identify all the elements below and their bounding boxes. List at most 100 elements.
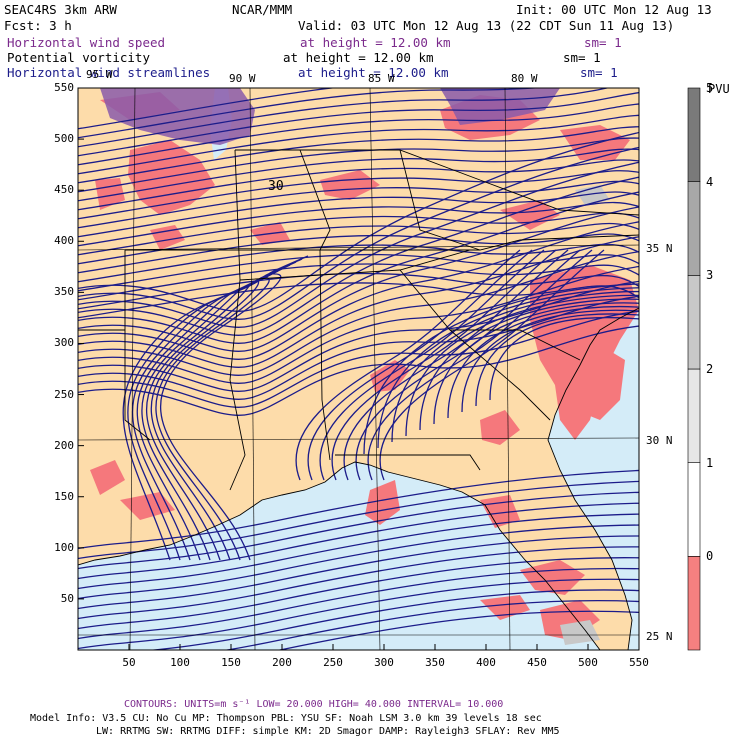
colorbar-level-label: 4 — [706, 174, 714, 189]
streamline — [391, 291, 639, 443]
x-tick-label: 300 — [374, 656, 394, 669]
streamline — [78, 272, 639, 310]
streamline — [475, 313, 639, 407]
field-pv-height: at height = 12.00 km — [283, 50, 434, 65]
y-tick-label: 100 — [54, 540, 74, 554]
streamline — [78, 502, 639, 580]
streamline — [78, 114, 639, 175]
streamline — [377, 287, 639, 449]
lon-label-85w: 85 W — [368, 72, 395, 85]
streamline — [78, 557, 639, 630]
x-tick-label: 250 — [323, 656, 343, 669]
lon-label-90w: 90 W — [229, 72, 256, 85]
streamline — [78, 295, 639, 400]
colorbar-segment — [687, 181, 701, 276]
contour-label: 30 — [268, 179, 284, 194]
colorbar-level-label: 5 — [706, 81, 714, 95]
field-pv-sm: sm= 1 — [563, 50, 601, 65]
field-wind-speed-name: Horizontal wind speed — [7, 35, 166, 50]
streamline — [78, 206, 639, 352]
streamline — [78, 469, 639, 550]
streamline — [78, 310, 639, 408]
streamline — [78, 91, 639, 157]
streamline — [307, 249, 533, 481]
model-title: SEAC4RS 3km ARW — [4, 2, 117, 17]
streamline — [78, 546, 639, 620]
streamline — [145, 264, 291, 561]
y-tick-label: 400 — [54, 234, 74, 248]
model-info-line1: Model Info: V3.5 CU: No Cu MP: Thompson … — [30, 713, 542, 724]
y-tick-label: 500 — [54, 132, 74, 146]
streamline — [78, 201, 639, 247]
streamline — [223, 599, 639, 650]
streamline — [379, 249, 605, 481]
streamline — [155, 258, 303, 561]
org-label: NCAR/MMM — [232, 2, 293, 17]
x-tick-label: 550 — [629, 656, 649, 669]
streamline — [78, 88, 610, 148]
y-tick-label: 450 — [54, 183, 74, 197]
streamline — [78, 212, 639, 256]
field-streamlines-name: Horizontal wind streamlines — [7, 65, 211, 80]
streamline — [367, 249, 593, 481]
forecast-hour: Fcst: 3 h — [4, 18, 72, 33]
streamline — [295, 249, 521, 481]
streamline — [78, 159, 639, 211]
streamline — [331, 249, 557, 481]
streamline — [78, 146, 639, 320]
streamline — [78, 131, 639, 312]
field-wind-speed-sm: sm= 1 — [584, 35, 622, 50]
streamline — [78, 88, 337, 130]
streamline — [78, 282, 639, 319]
streamline — [355, 249, 581, 481]
streamline — [363, 283, 639, 455]
streamline — [319, 249, 545, 481]
streamline — [78, 137, 639, 193]
colorbar-level-label: 3 — [706, 268, 714, 283]
colorbar-level-label: 1 — [706, 455, 714, 470]
x-tick-label: 200 — [272, 656, 292, 669]
colorbar-level-label: 2 — [706, 362, 714, 376]
lon-label-80w: 80 W — [511, 72, 538, 85]
colorbar-segment — [687, 556, 701, 651]
streamline — [148, 589, 639, 650]
streamline — [78, 535, 639, 610]
streamline — [78, 176, 639, 336]
streamline — [447, 305, 639, 419]
streamline — [78, 103, 639, 166]
streamline — [78, 88, 542, 139]
graticule — [78, 88, 639, 650]
streamline — [78, 191, 639, 344]
streamline — [78, 491, 639, 570]
y-tick-label: 300 — [54, 336, 74, 350]
streamline — [419, 298, 639, 431]
y-tick-label: 150 — [54, 489, 74, 503]
streamline — [78, 180, 639, 229]
x-tick-label: 450 — [527, 656, 547, 669]
streamline — [78, 222, 639, 265]
streamline — [141, 267, 285, 561]
streamline — [78, 251, 639, 376]
plot-frame — [77, 87, 640, 651]
streamline — [78, 253, 639, 292]
streamline — [78, 161, 639, 328]
lon-label-95w: 95 W — [86, 68, 113, 81]
streamline — [343, 249, 569, 481]
streamline — [160, 255, 309, 561]
x-tick-label: 400 — [476, 656, 496, 669]
pv-colorbar — [687, 87, 701, 651]
streamline — [78, 221, 639, 360]
x-ticks — [128, 644, 640, 650]
streamline — [78, 578, 639, 650]
x-tick-label: 500 — [578, 656, 598, 669]
field-pv-name: Potential vorticity — [7, 50, 150, 65]
streamline — [489, 317, 639, 401]
y-tick-label: 50 — [60, 591, 74, 605]
lat-label-35n: 35 N — [646, 242, 673, 255]
streamline — [78, 265, 639, 384]
lat-label-30n: 30 N — [646, 434, 673, 447]
contours-info: CONTOURS: UNITS=m s⁻¹ LOW= 20.000 HIGH= … — [124, 699, 504, 710]
streamline — [461, 309, 639, 413]
colorbar-level-label: 0 — [706, 549, 714, 564]
